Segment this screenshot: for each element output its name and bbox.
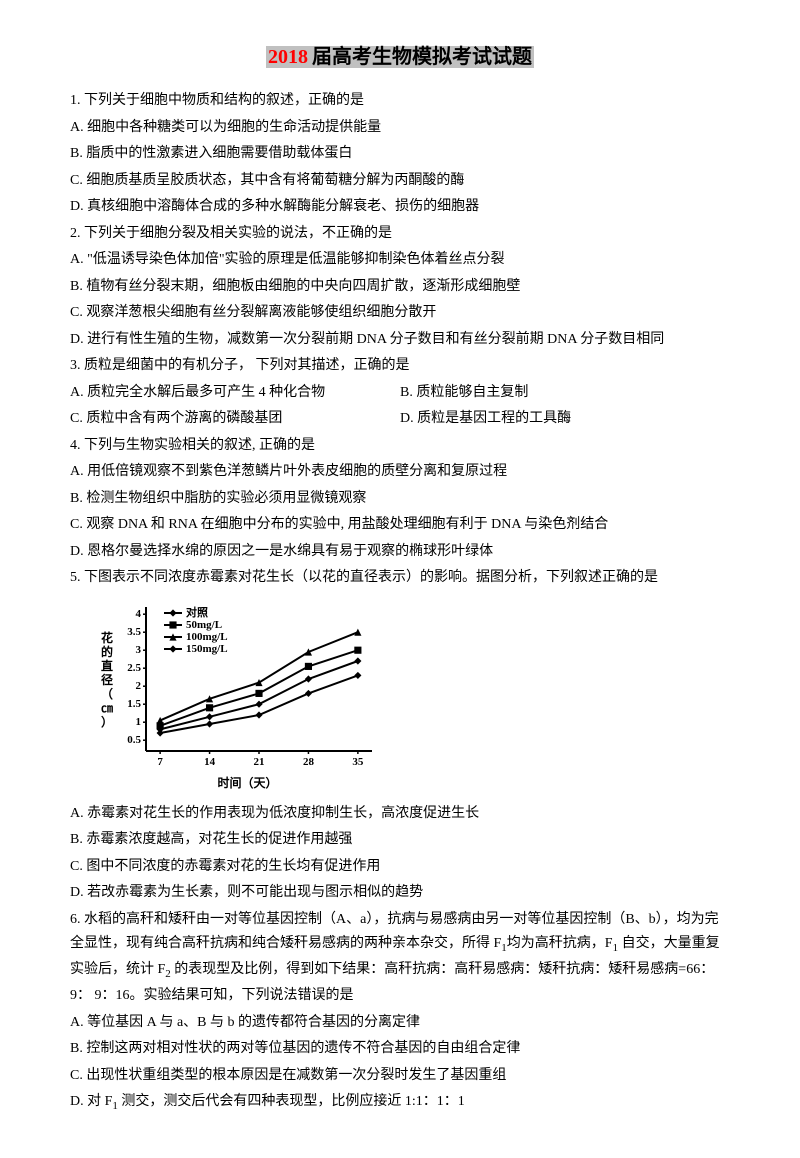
q1-C: C. 细胞质基质呈胶质状态，其中含有将葡萄糖分解为丙酮酸的酶 [70, 169, 730, 194]
gibberellin-chart: 花的直径（㎝） 0.5 1 1.5 2 2.5 3 3.5 4 7 14 21 28 35 对照50mg/… [100, 601, 378, 794]
svg-text:0.5: 0.5 [127, 734, 141, 746]
q3-A: A. 质粒完全水解后最多可产生 4 种化合物 [70, 381, 400, 406]
q6-A: A. 等位基因 A 与 a、B 与 b 的遗传都符合基因的分离定律 [70, 1011, 730, 1036]
svg-text:对照: 对照 [186, 605, 208, 619]
q6-C: C. 出现性状重组类型的根本原因是在减数第一次分裂时发生了基因重组 [70, 1064, 730, 1089]
svg-text:2: 2 [135, 680, 141, 692]
chart-ylabel: 花的直径（㎝） [100, 631, 114, 729]
q2-C: C. 观察洋葱根尖细胞有丝分裂解离液能够使组织细胞分散开 [70, 301, 730, 326]
q4-C: C. 观察 DNA 和 RNA 在细胞中分布的实验中, 用盐酸处理细胞有利于 D… [70, 513, 730, 538]
q6-D-p2: 测交，测交后代会有四种表现型，比例应接近 1:1：1：1 [118, 1094, 465, 1109]
svg-text:4: 4 [135, 608, 141, 620]
svg-text:21: 21 [253, 756, 264, 768]
q1-D: D. 真核细胞中溶酶体合成的多种水解酶能分解衰老、损伤的细胞器 [70, 195, 730, 220]
q6-B: B. 控制这两对相对性状的两对等位基因的遗传不符合基因的自由组合定律 [70, 1037, 730, 1062]
q3-stem: 3. 质粒是细菌中的有机分子， 下列对其描述，正确的是 [70, 354, 730, 379]
q3-B: B. 质粒能够自主复制 [400, 381, 730, 406]
q6-stem: 6. 水稻的高秆和矮秆由一对等位基因控制（A、a），抗病与易感病由另一对等位基因… [70, 908, 730, 1009]
svg-text:100mg/L: 100mg/L [186, 631, 228, 643]
q5-stem: 5. 下图表示不同浓度赤霉素对花生长（以花的直径表示）的影响。据图分析，下列叙述… [70, 566, 730, 591]
q4-stem: 4. 下列与生物实验相关的叙述, 正确的是 [70, 434, 730, 459]
q3-D: D. 质粒是基因工程的工具酶 [400, 407, 730, 432]
page-title: 2018届高考生物模拟考试试题 [70, 40, 730, 75]
svg-text:2.5: 2.5 [127, 662, 141, 674]
svg-text:35: 35 [352, 756, 364, 768]
q2-stem: 2. 下列关于细胞分裂及相关实验的说法，不正确的是 [70, 222, 730, 247]
q2-D: D. 进行有性生殖的生物，减数第一次分裂前期 DNA 分子数目和有丝分裂前期 D… [70, 328, 730, 353]
svg-text:50mg/L: 50mg/L [186, 619, 222, 631]
q2-A: A. "低温诱导染色体加倍"实验的原理是低温能够抑制染色体着丝点分裂 [70, 248, 730, 273]
q6-stem-p2: 均为高秆抗病，F [507, 936, 613, 951]
q4-A: A. 用低倍镜观察不到紫色洋葱鳞片叶外表皮细胞的质壁分离和复原过程 [70, 460, 730, 485]
svg-text:28: 28 [302, 756, 314, 768]
q1-B: B. 脂质中的性激素进入细胞需要借助载体蛋白 [70, 142, 730, 167]
q4-D: D. 恩格尔曼选择水绵的原因之一是水绵具有易于观察的椭球形叶绿体 [70, 540, 730, 565]
svg-text:14: 14 [204, 756, 216, 768]
title-rest: 届高考生物模拟考试试题 [310, 46, 534, 68]
title-year: 2018 [266, 46, 310, 68]
q5-D: D. 若改赤霉素为生长素，则不可能出现与图示相似的趋势 [70, 881, 730, 906]
svg-text:1.5: 1.5 [127, 698, 141, 710]
q5-C: C. 图中不同浓度的赤霉素对花的生长均有促进作用 [70, 855, 730, 880]
q1-stem: 1. 下列关于细胞中物质和结构的叙述，正确的是 [70, 89, 730, 114]
svg-text:1: 1 [135, 716, 141, 728]
q5-B: B. 赤霉素浓度越高，对花生长的促进作用越强 [70, 828, 730, 853]
q6-D: D. 对 F1 测交，测交后代会有四种表现型，比例应接近 1:1：1：1 [70, 1090, 730, 1116]
svg-text:7: 7 [157, 756, 163, 768]
q6-D-p1: D. 对 F [70, 1094, 112, 1109]
q2-B: B. 植物有丝分裂末期，细胞板由细胞的中央向四周扩散，逐渐形成细胞壁 [70, 275, 730, 300]
chart-xlabel: 时间（天） [118, 773, 378, 794]
svg-text:150mg/L: 150mg/L [186, 643, 228, 655]
q4-B: B. 检测生物组织中脂肪的实验必须用显微镜观察 [70, 487, 730, 512]
svg-text:3.5: 3.5 [127, 626, 141, 638]
q1-A: A. 细胞中各种糖类可以为细胞的生命活动提供能量 [70, 116, 730, 141]
q5-A: A. 赤霉素对花生长的作用表现为低浓度抑制生长，高浓度促进生长 [70, 802, 730, 827]
svg-text:3: 3 [135, 644, 141, 656]
q3-C: C. 质粒中含有两个游离的磷酸基团 [70, 407, 400, 432]
